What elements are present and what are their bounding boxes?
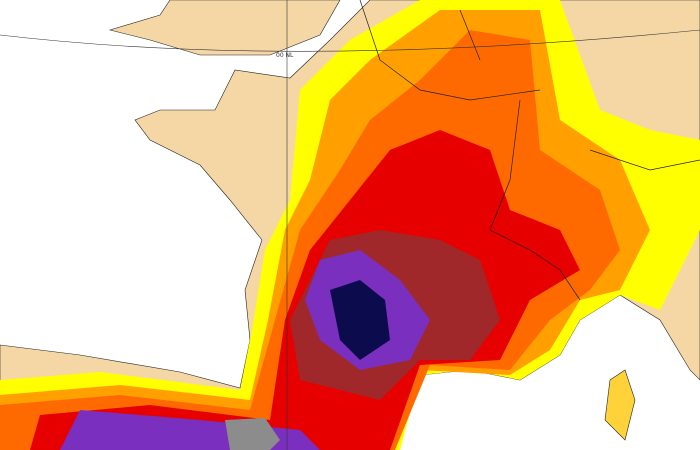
corsica	[604, 369, 636, 441]
heat-navy	[330, 280, 390, 360]
heat-gray	[225, 418, 280, 450]
border	[359, 0, 700, 301]
parallel	[0, 29, 700, 52]
grid-label: 00 NL	[276, 52, 294, 59]
britain	[108, 0, 341, 56]
